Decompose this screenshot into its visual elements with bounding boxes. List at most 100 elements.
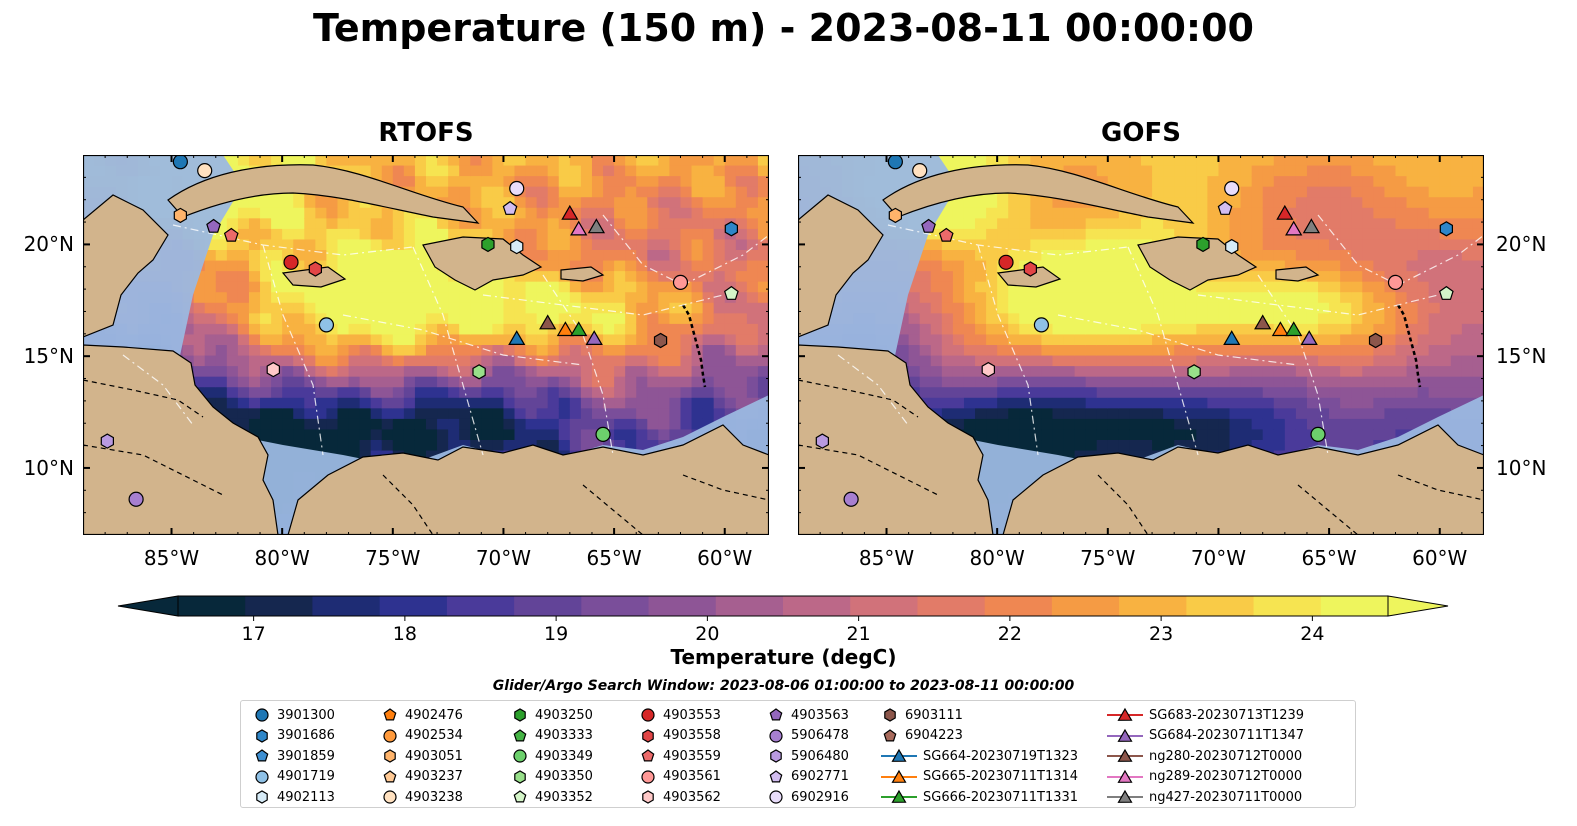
- obs-marker-4903562: [981, 361, 995, 378]
- colorbar-segment: [783, 596, 851, 616]
- lon-tick-gofs-5: 60°W: [1412, 546, 1468, 570]
- colorbar-segment: [379, 596, 448, 616]
- colorbar-segment: [850, 596, 918, 616]
- legend-marker: [513, 749, 527, 763]
- legend-marker: [642, 728, 654, 743]
- obs-marker-4903350: [1187, 364, 1201, 380]
- obs-marker-SG664-20230719T1323: [1223, 330, 1241, 345]
- obs-marker-SG666-20230711T1331: [1285, 321, 1303, 337]
- legend-marker: [642, 790, 654, 804]
- legend-label: 6902771: [791, 769, 849, 784]
- obs-marker-4903563: [921, 218, 936, 233]
- legend-label: 4903558: [663, 728, 721, 743]
- obs-marker-5906480: [815, 433, 829, 449]
- legend-item: 3901686: [253, 726, 335, 746]
- map-ticks: [83, 155, 769, 535]
- country-borders: [83, 379, 769, 535]
- legend-item: 4902476: [381, 705, 463, 725]
- legend-item: 4903051: [381, 746, 463, 766]
- colorbar-segment: [648, 596, 717, 616]
- legend-item: SG665-20230711T1314: [881, 767, 1078, 787]
- colorbar-tick-label: 18: [393, 623, 417, 644]
- legend-marker: [641, 769, 655, 784]
- obs-marker-6903111: [1368, 332, 1383, 349]
- lat-tick-right-1: 15°N: [1496, 344, 1547, 369]
- legend-marker: [514, 708, 526, 722]
- legend-marker: [641, 708, 655, 722]
- obs-marker-SG666-20230711T1331: [570, 321, 588, 337]
- legend-marker: [1107, 748, 1143, 762]
- obs-marker-6903111: [653, 332, 668, 349]
- obs-marker-4903553: [998, 254, 1014, 270]
- obs-marker-4903558: [308, 261, 322, 277]
- legend-label: 3901686: [277, 728, 335, 743]
- obs-marker-4903051: [173, 207, 188, 224]
- legend-label: 6903111: [905, 707, 963, 723]
- observation-markers: [100, 155, 739, 507]
- obs-marker-SG665-20230711T1314: [556, 321, 575, 337]
- colorbar-high-arrow: [1387, 595, 1449, 617]
- legend-marker: [769, 769, 783, 782]
- legend-marker: [770, 749, 782, 763]
- lon-tick-gofs-2: 75°W: [1080, 546, 1136, 570]
- obs-marker-4903563: [206, 218, 221, 233]
- lon-tick-gofs-0: 85°W: [858, 546, 915, 570]
- legend-label: 4902113: [277, 789, 335, 805]
- legend-marker: [1107, 769, 1143, 783]
- legend-marker: [514, 769, 526, 784]
- legend-item: 4903563: [767, 705, 849, 725]
- obs-marker-5906478: [843, 491, 859, 507]
- obs-marker-4901719: [1033, 317, 1050, 333]
- legend-label: 4902476: [405, 707, 463, 723]
- legend-marker: [641, 749, 655, 762]
- legend-label: SG684-20230711T1347: [1149, 728, 1305, 743]
- land-puertoRico: [1275, 266, 1320, 282]
- lat-tick-left-0: 20°N: [23, 232, 74, 257]
- search-window-label: Glider/Argo Search Window: 2023-08-06 01…: [492, 678, 1075, 694]
- colorbar-segment: [514, 596, 582, 616]
- lat-tick-left-1: 15°N: [23, 344, 74, 369]
- legend-label: 4903352: [535, 789, 593, 805]
- legend-item: 5906480: [767, 746, 849, 766]
- legend-label: 4903562: [663, 789, 721, 805]
- legend-item: 5906478: [767, 726, 849, 746]
- lon-tick-rtofs-3: 70°W: [475, 546, 532, 570]
- colorbar-segment: [1119, 596, 1187, 616]
- colorbar-segment: [312, 596, 381, 616]
- legend-marker: [256, 728, 268, 743]
- legend-label: 6904223: [905, 728, 963, 743]
- obs-marker-4903238: [912, 163, 928, 179]
- legend-item: 4901719: [253, 767, 335, 787]
- obs-marker-SG684-20230711T1347: [1300, 330, 1318, 345]
- colorbar-tick-label: 23: [1149, 623, 1173, 644]
- colorbar-segment: [715, 596, 784, 616]
- legend-item: ng427-20230711T0000: [1107, 787, 1302, 807]
- legend-item: 4903558: [639, 726, 721, 746]
- legend-label: 4903238: [405, 789, 463, 805]
- obs-marker-3901686: [1439, 221, 1454, 237]
- legend-marker: [255, 708, 269, 722]
- obs-marker-ng427-20230711T0000: [1302, 218, 1321, 234]
- legend-marker: [383, 708, 397, 721]
- legend-marker: [513, 790, 527, 803]
- colorbar-segment: [178, 596, 246, 616]
- obs-marker-4903250: [1196, 236, 1210, 253]
- colorbar-segment: [1320, 596, 1389, 616]
- lon-tick-rtofs-4: 65°W: [586, 546, 642, 570]
- colorbar-tick-label: 24: [1300, 623, 1324, 644]
- legend-label: 3901300: [277, 707, 335, 723]
- obs-marker-3901300: [172, 155, 188, 170]
- colorbar-tick-label: 21: [847, 623, 871, 644]
- obs-marker-4903238: [197, 163, 213, 179]
- lat-tick-left-2: 10°N: [23, 455, 74, 480]
- map-panel-gofs: [798, 155, 1484, 535]
- colorbar-tick-label: 22: [998, 623, 1022, 644]
- legend-marker: [384, 749, 396, 763]
- legend-label: 4903237: [405, 769, 463, 784]
- colorbar-segment: [245, 596, 313, 616]
- obs-marker-4903352: [723, 285, 739, 300]
- colorbar-segment: [581, 596, 650, 616]
- legend-label: 6902916: [791, 789, 849, 805]
- obs-marker-SG684-20230711T1347: [585, 330, 603, 345]
- obs-marker-3901300: [887, 155, 903, 170]
